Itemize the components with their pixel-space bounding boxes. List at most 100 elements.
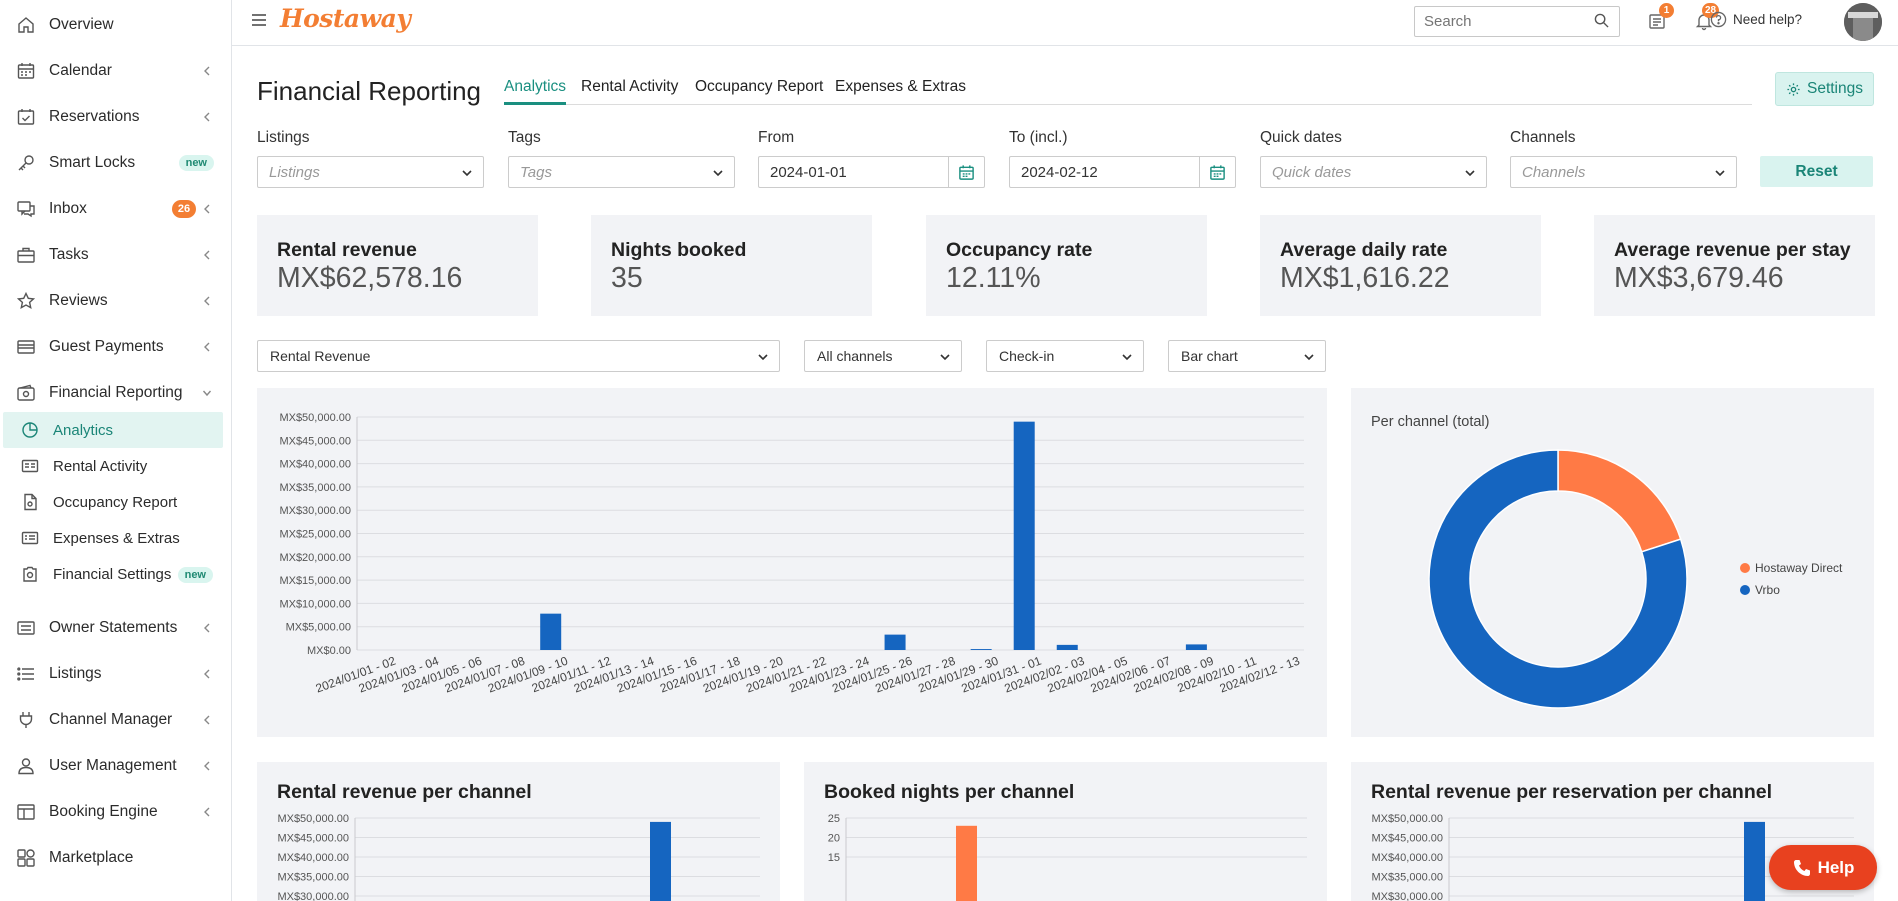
to-calendar-button[interactable] <box>1199 157 1235 187</box>
bar <box>970 649 992 650</box>
listings-select[interactable]: Listings <box>257 156 484 188</box>
chevron-down-icon <box>713 170 723 177</box>
settings-label: Settings <box>1806 80 1863 97</box>
sidebar-item-marketplace[interactable]: Marketplace <box>0 839 224 877</box>
sidebar-subitem-financial-settings[interactable]: Financial Settings new <box>3 556 223 592</box>
y-tick-label: MX$50,000.00 <box>1371 813 1443 825</box>
hamburger-menu-icon[interactable] <box>250 11 268 29</box>
chevron-left-icon <box>204 761 210 771</box>
task-list-icon[interactable] <box>1647 11 1667 31</box>
search-input[interactable] <box>1414 6 1620 37</box>
sidebar-item-tasks[interactable]: Tasks <box>0 236 224 274</box>
help-button[interactable]: Help <box>1769 845 1877 890</box>
tab-rental-activity[interactable]: Rental Activity <box>581 78 679 95</box>
from-calendar-button[interactable] <box>948 157 984 187</box>
sidebar-subitem-rental-activity[interactable]: Rental Activity <box>3 448 223 484</box>
to-date-input[interactable]: 2024-02-12 <box>1009 156 1236 188</box>
y-tick-label: MX$30,000.00 <box>279 505 351 517</box>
kpi-value: 12.11% <box>946 262 1041 294</box>
sidebar-item-reviews[interactable]: Reviews <box>0 282 224 320</box>
listings-placeholder: Listings <box>269 163 320 181</box>
nights-per-channel-chart: 25 20 15 <box>828 813 1307 901</box>
window-icon <box>17 804 35 820</box>
credit-card-icon <box>17 340 35 354</box>
chevron-down-icon <box>758 354 768 361</box>
need-help-link[interactable]: Need help? <box>1710 11 1802 28</box>
y-tick-label: MX$50,000.00 <box>277 813 349 825</box>
tab-occupancy-report[interactable]: Occupancy Report <box>695 78 824 95</box>
kpi-value: MX$3,679.46 <box>1614 262 1784 294</box>
kpi-card-rental-revenue: Rental revenue MX$62,578.16 <box>257 215 538 316</box>
sidebar-item-label: Reservations <box>49 108 140 125</box>
sidebar-item-listings[interactable]: Listings <box>0 655 224 693</box>
sidebar-item-owner-statements[interactable]: Owner Statements <box>0 609 224 647</box>
y-tick-label: 20 <box>828 833 840 845</box>
sidebar-item-overview[interactable]: Overview <box>0 6 224 44</box>
star-icon <box>16 291 36 309</box>
channels-placeholder: Channels <box>1522 163 1586 181</box>
date-basis-select[interactable]: Check-in <box>986 340 1144 372</box>
sidebar-subitem-analytics[interactable]: Analytics <box>3 412 223 448</box>
tags-select[interactable]: Tags <box>508 156 735 188</box>
avatar[interactable] <box>1844 3 1882 41</box>
sidebar-item-financial-reporting[interactable]: Financial Reporting <box>0 374 224 412</box>
quick-dates-placeholder: Quick dates <box>1272 163 1352 181</box>
quick-dates-select[interactable]: Quick dates <box>1260 156 1487 188</box>
search-icon[interactable] <box>1594 13 1609 28</box>
metric-select[interactable]: Rental Revenue <box>257 340 780 372</box>
sidebar-item-guest-payments[interactable]: Guest Payments <box>0 328 224 366</box>
bar <box>1185 644 1207 650</box>
bar <box>1013 421 1035 650</box>
sidebar-item-channel-manager[interactable]: Channel Manager <box>0 701 224 739</box>
sidebar-subitem-expenses-extras[interactable]: Expenses & Extras <box>3 520 223 556</box>
y-tick-label: MX$15,000.00 <box>279 575 351 587</box>
y-tick-label: 25 <box>828 813 840 825</box>
main-chart-panel: MX$0.00 MX$5,000.00 MX$10,000.00 MX$15,000.… <box>257 388 1327 737</box>
sidebar-item-inbox[interactable]: Inbox 26 <box>0 190 224 228</box>
key-icon <box>18 155 34 171</box>
y-tick-label: MX$30,000.00 <box>277 891 349 901</box>
wallet-icon <box>17 384 35 401</box>
notification-badge: 1 <box>1659 3 1674 18</box>
calendar-icon <box>959 164 974 180</box>
top-header: Hostaway 1 28 Need help? <box>232 0 1898 46</box>
sidebar-item-booking-engine[interactable]: Booking Engine <box>0 793 224 831</box>
tab-divider <box>504 104 1752 105</box>
reset-button[interactable]: Reset <box>1760 156 1873 187</box>
y-tick-label: MX$40,000.00 <box>277 852 349 864</box>
y-tick-label: MX$45,000.00 <box>1371 833 1443 845</box>
briefcase-icon <box>17 247 35 263</box>
sidebar-item-smart-locks[interactable]: Smart Locks new <box>0 144 224 182</box>
sidebar-item-label: Marketplace <box>49 849 134 866</box>
hostaway-logo[interactable]: Hostaway <box>280 4 411 33</box>
tab-analytics[interactable]: Analytics <box>504 78 567 95</box>
settings-button[interactable]: Settings <box>1775 72 1874 106</box>
tab-expenses-extras[interactable]: Expenses & Extras <box>835 78 966 95</box>
from-date-input[interactable]: 2024-01-01 <box>758 156 985 188</box>
bar <box>1056 644 1078 650</box>
y-tick-label: MX$45,000.00 <box>279 435 351 447</box>
grid-icon <box>17 849 35 867</box>
sidebar-item-label: Channel Manager <box>49 711 173 728</box>
chevron-down-icon <box>462 170 472 177</box>
chart-type-select[interactable]: Bar chart <box>1168 340 1326 372</box>
kpi-title: Average daily rate <box>1280 239 1448 261</box>
sidebar-item-reservations[interactable]: Reservations <box>0 98 224 136</box>
need-help-label: Need help? <box>1733 12 1803 27</box>
channels-select[interactable]: Channels <box>1510 156 1737 188</box>
y-tick-label: MX$35,000.00 <box>1371 872 1443 884</box>
rental-revenue-bar-chart: MX$0.00 MX$5,000.00 MX$10,000.00 MX$15,000.… <box>279 412 1304 696</box>
kpi-card-nights-booked: Nights booked 35 <box>591 215 872 316</box>
sidebar-item-label: Tasks <box>49 246 89 263</box>
sidebar-subitem-label: Rental Activity <box>53 457 148 475</box>
notification-badge: 28 <box>1702 3 1720 18</box>
y-tick-label: MX$5,000.00 <box>286 622 351 634</box>
sidebar-item-calendar[interactable]: Calendar <box>0 52 224 90</box>
sidebar-subitem-occupancy-report[interactable]: Occupancy Report <box>3 484 223 520</box>
help-label: Help <box>1817 857 1855 877</box>
chevron-down-icon <box>1715 170 1725 177</box>
y-tick-label: MX$0.00 <box>307 645 351 657</box>
sidebar-item-label: Owner Statements <box>49 619 178 636</box>
channel-select[interactable]: All channels <box>804 340 962 372</box>
sidebar-item-user-management[interactable]: User Management <box>0 747 224 785</box>
